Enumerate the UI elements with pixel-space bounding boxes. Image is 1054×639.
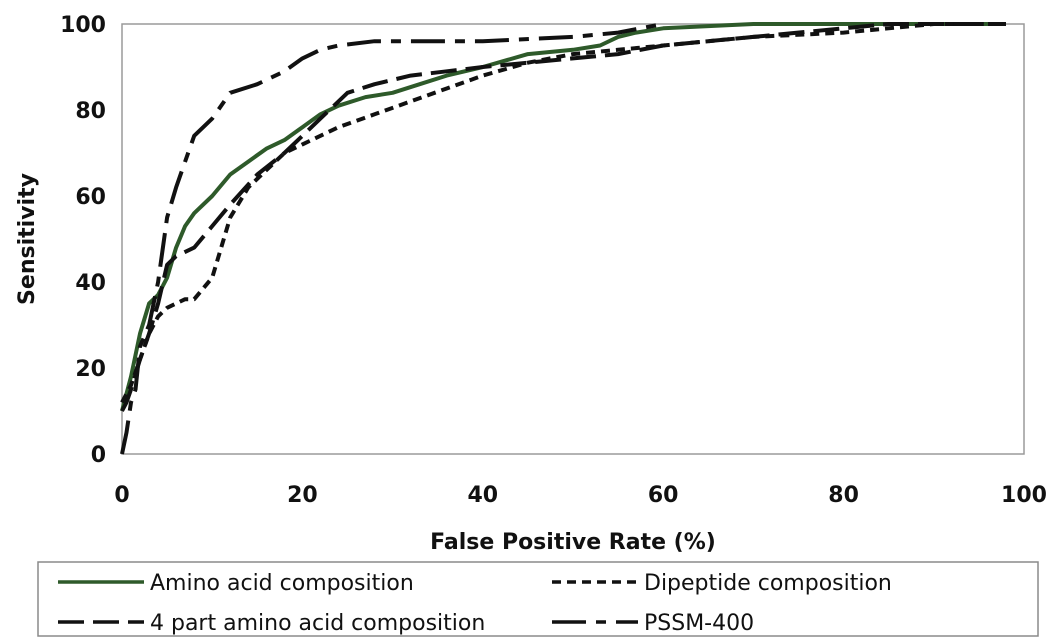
y-tick-label: 20 [75,357,106,382]
x-tick-label: 60 [648,483,679,508]
y-axis-title: Sensitivity [15,173,40,305]
legend-box [37,561,1039,637]
y-tick-label: 100 [60,13,106,38]
y-axis-ticks: 0 20 40 60 80 100 [60,13,106,468]
plot-area [121,23,1025,455]
series-layer [120,22,1006,455]
legend: Amino acid composition Dipeptide composit… [37,561,1039,637]
legend-label-dipeptide-composition: Dipeptide composition [644,571,892,596]
x-tick-label: 100 [1001,483,1047,508]
series-line-pssm-400 [120,22,664,455]
legend-label-4-part-amino-acid-composition: 4 part amino acid composition [150,611,485,636]
legend-label-pssm-400: PSSM-400 [644,611,754,636]
series-line-dipeptide-composition [120,22,1006,404]
series-line-4-part-amino-acid-composition [120,22,1006,412]
y-tick-label: 40 [75,271,106,296]
x-tick-label: 80 [828,483,859,508]
y-tick-label: 80 [75,99,106,124]
x-tick-label: 20 [287,483,318,508]
y-tick-label: 60 [75,185,106,210]
x-tick-label: 40 [467,483,498,508]
y-tick-label: 0 [91,443,106,468]
series-line-amino-acid-composition [120,22,1006,412]
x-tick-label: 0 [114,483,129,508]
legend-entries: Amino acid composition Dipeptide composit… [58,571,892,636]
legend-label-amino-acid-composition: Amino acid composition [150,571,414,596]
x-axis-title: False Positive Rate (%) [430,530,716,555]
x-axis-ticks: 0 20 40 60 80 100 [114,483,1047,508]
